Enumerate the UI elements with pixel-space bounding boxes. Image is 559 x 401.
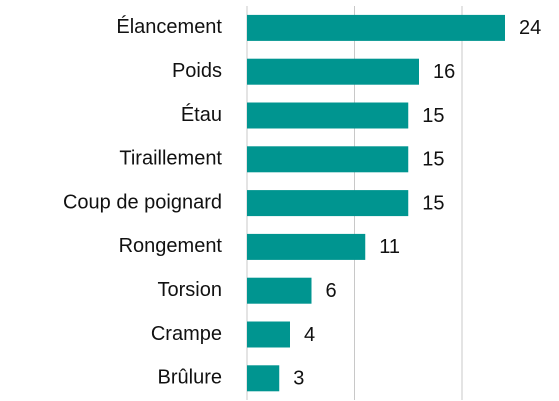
y-tick-label: Torsion [158, 279, 222, 301]
y-tick-label: Crampe [151, 323, 222, 345]
y-tick-label: Tiraillement [119, 148, 222, 170]
bar [247, 146, 409, 173]
bar [247, 233, 366, 260]
y-tick-label: Étau [181, 103, 222, 126]
value-label: 15 [422, 105, 444, 127]
value-label: 6 [326, 280, 337, 302]
value-label: 4 [304, 324, 315, 346]
value-label: 24 [519, 17, 541, 39]
bar [247, 14, 505, 41]
bar [247, 365, 280, 392]
y-tick-label: Rongement [119, 235, 223, 257]
bar [247, 58, 419, 85]
bar [247, 277, 312, 304]
y-tick-label: Poids [172, 60, 222, 82]
y-tick-label: Élancement [116, 15, 222, 38]
y-tick-label: Coup de poignard [63, 191, 222, 213]
value-label: 15 [422, 192, 444, 214]
value-label: 11 [379, 236, 400, 258]
bar [247, 102, 409, 129]
y-tick-label: Brûlure [158, 367, 222, 389]
value-label: 16 [433, 61, 455, 83]
value-label: 3 [293, 368, 304, 390]
bar [247, 321, 290, 348]
bar [247, 190, 409, 217]
value-label: 15 [422, 149, 444, 171]
